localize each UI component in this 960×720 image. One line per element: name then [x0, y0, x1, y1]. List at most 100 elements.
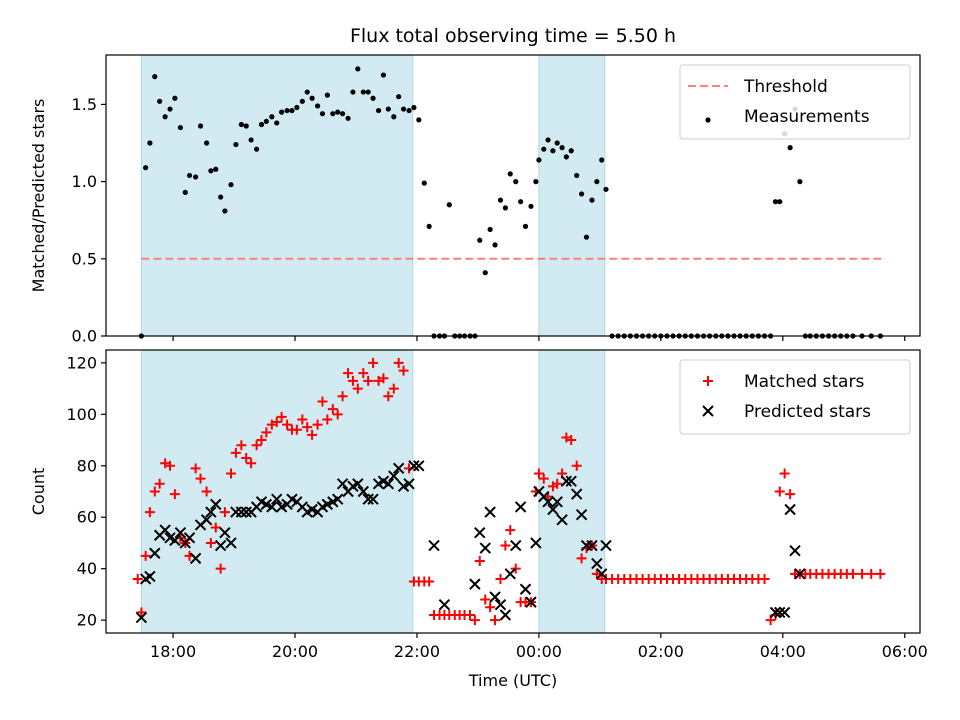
data-point: [522, 223, 529, 229]
data-point: [258, 121, 265, 128]
data-point: [304, 89, 310, 95]
data-point: [140, 550, 151, 561]
data-point: [485, 602, 496, 613]
data-point: [594, 179, 600, 185]
data-point: [797, 179, 803, 185]
data-point: [284, 107, 290, 114]
shaded-interval-0: [140, 54, 414, 337]
data-point: [600, 539, 612, 552]
data-point: [157, 98, 163, 104]
data-point: [347, 375, 358, 386]
x-tick-label: 22:00: [394, 642, 440, 661]
data-point: [282, 419, 293, 430]
data-point: [362, 493, 374, 505]
data-point: [269, 114, 275, 120]
data-point: [513, 179, 519, 185]
y-tick-label: 40: [77, 559, 97, 578]
data-point: [388, 383, 399, 394]
data-point: [530, 537, 542, 549]
data-point: [382, 478, 395, 490]
data-point: [159, 524, 171, 536]
x-tick-label: 00:00: [516, 642, 562, 661]
data-point: [189, 552, 202, 565]
y-tick-label: 0.5: [72, 249, 97, 268]
data-point: [426, 223, 432, 229]
data-point: [225, 468, 236, 479]
axes-frame: [105, 54, 921, 337]
data-point: [236, 440, 247, 451]
data-point: [400, 106, 407, 112]
data-point: [536, 157, 542, 163]
data-point: [383, 391, 394, 402]
data-point: [322, 414, 333, 425]
legend-box: [679, 64, 911, 140]
data-point: [866, 568, 877, 579]
data-point: [363, 375, 374, 386]
data-point: [246, 458, 257, 469]
data-point: [603, 186, 609, 192]
data-point: [165, 460, 176, 471]
data-point: [393, 357, 404, 368]
data-point: [438, 598, 451, 611]
data-point: [769, 606, 782, 619]
data-point: [510, 563, 521, 574]
y-axis-label: Matched/Predicted stars: [29, 99, 48, 293]
data-point: [489, 591, 501, 603]
data-point: [291, 424, 302, 435]
data-point: [428, 539, 440, 552]
x-tick-label: 02:00: [638, 642, 684, 661]
data-point: [182, 189, 188, 196]
data-point: [289, 107, 295, 114]
data-point: [190, 463, 201, 474]
data-point: [169, 489, 180, 500]
data-point: [550, 148, 556, 154]
data-point: [324, 92, 330, 98]
data-point: [299, 98, 305, 104]
x-tick-label: 18:00: [150, 642, 196, 661]
data-point: [533, 179, 539, 185]
data-point: [560, 475, 573, 487]
data-point: [482, 270, 488, 276]
data-point: [552, 478, 563, 489]
x-tick-label: 06:00: [882, 642, 928, 661]
legend: Threshold Measurements: [679, 64, 911, 140]
x-axis-label: Time (UTC): [468, 671, 557, 690]
data-point: [355, 66, 361, 72]
data-point: [416, 117, 422, 123]
data-point: [541, 146, 547, 152]
data-point: [413, 460, 425, 472]
data-point: [274, 120, 280, 126]
data-point: [144, 570, 156, 583]
data-point: [490, 615, 501, 626]
data-point: [385, 106, 391, 112]
data-point: [494, 598, 507, 611]
data-point: [144, 507, 155, 518]
data-point: [474, 526, 486, 539]
data-point: [403, 478, 415, 490]
data-point: [330, 111, 336, 117]
data-point: [492, 242, 498, 248]
data-point: [197, 123, 204, 129]
data-point: [571, 488, 583, 500]
data-point: [545, 137, 551, 143]
data-point: [563, 154, 569, 160]
data-point: [186, 172, 193, 179]
data-point: [596, 568, 608, 580]
data-point: [479, 542, 491, 554]
data-point: [528, 203, 534, 209]
data-point: [261, 427, 272, 438]
data-point: [235, 506, 248, 518]
data-point: [152, 74, 158, 80]
data-point: [772, 199, 779, 205]
data-point: [132, 573, 143, 584]
data-point: [533, 468, 544, 479]
data-point: [391, 114, 397, 120]
data-point: [505, 525, 516, 536]
data-point: [213, 166, 219, 172]
data-point: [335, 109, 341, 115]
data-point: [785, 489, 796, 500]
data-point: [477, 237, 483, 243]
data-point: [219, 507, 230, 518]
data-point: [297, 414, 308, 425]
